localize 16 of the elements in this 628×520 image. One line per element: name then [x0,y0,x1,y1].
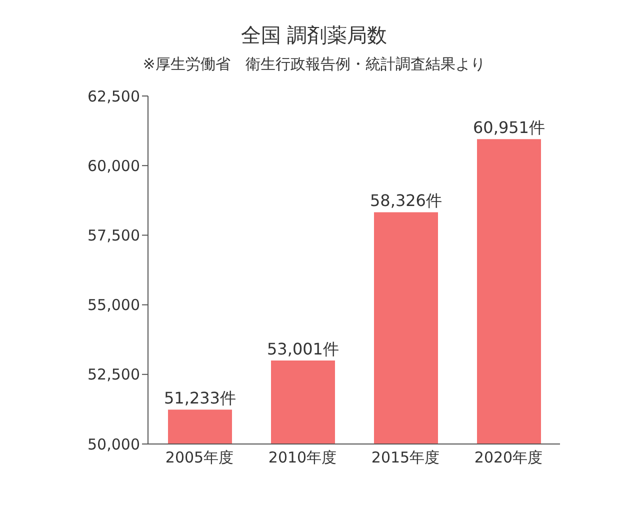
x-tick-label: 2020年度 [474,448,543,467]
x-tick-label: 2015年度 [371,448,440,467]
y-tick-label: 52,500 [88,366,140,384]
y-tick-label: 50,000 [88,435,140,454]
y-tick-label: 57,500 [88,226,140,245]
y-tick-label: 62,500 [88,87,140,106]
x-tick-label: 2005年度 [165,448,234,467]
x-tick-label: 2010年度 [268,448,337,467]
data-label: 51,233件 [164,388,236,408]
data-label: 53,001件 [267,339,339,358]
chart-subtitle: ※厚生労働省 衛生行政報告例・統計調査結果より [142,55,486,74]
y-tick-label: 55,000 [88,296,140,314]
data-label: 60,951件 [473,118,545,138]
y-tick-label: 60,000 [88,156,140,175]
chart-title: 全国 調剤薬局数 [240,22,388,49]
data-label: 58,326件 [370,191,442,210]
